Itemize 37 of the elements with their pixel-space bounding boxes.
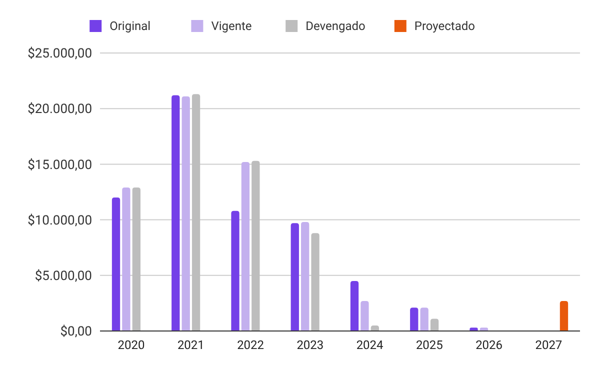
bar bbox=[360, 300, 369, 331]
x-tick-label: 2026 bbox=[476, 338, 503, 352]
bar bbox=[290, 223, 299, 331]
x-tick-label: 2024 bbox=[356, 338, 384, 352]
x-tick-label: 2027 bbox=[535, 338, 562, 352]
legend-label: Vigente bbox=[211, 19, 252, 34]
bar bbox=[410, 308, 418, 331]
bar bbox=[350, 280, 359, 331]
bar bbox=[430, 318, 439, 331]
y-tick-label: $0,00 bbox=[60, 324, 92, 340]
bar bbox=[182, 96, 190, 331]
legend-label: Devengado bbox=[306, 19, 366, 34]
y-tick-label: $20.000,00 bbox=[28, 102, 92, 118]
bar bbox=[560, 300, 568, 331]
x-tick-label: 2023 bbox=[296, 338, 324, 352]
y-tick-label: $25.000,00 bbox=[28, 46, 92, 62]
y-tick-label: $15.000,00 bbox=[28, 158, 92, 173]
legend-label: Original bbox=[110, 19, 151, 34]
bar bbox=[172, 95, 180, 331]
bar bbox=[112, 198, 120, 331]
bar bbox=[252, 160, 260, 331]
bar bbox=[241, 162, 250, 331]
bar bbox=[470, 328, 478, 331]
bar bbox=[311, 233, 320, 331]
bar bbox=[192, 94, 200, 331]
legend-label: Proyectado bbox=[414, 19, 476, 34]
x-tick-label: 2020 bbox=[118, 338, 146, 352]
x-tick-label: 2021 bbox=[177, 338, 204, 352]
x-tick-label: 2025 bbox=[416, 338, 444, 352]
bar bbox=[122, 188, 130, 331]
bar bbox=[132, 188, 140, 331]
bar bbox=[231, 210, 240, 331]
x-tick-label: 2022 bbox=[237, 338, 264, 352]
bar bbox=[420, 308, 428, 331]
y-tick-label: $10.000,00 bbox=[28, 213, 92, 228]
bar bbox=[301, 222, 310, 331]
y-tick-label: $5.000,00 bbox=[34, 268, 92, 284]
